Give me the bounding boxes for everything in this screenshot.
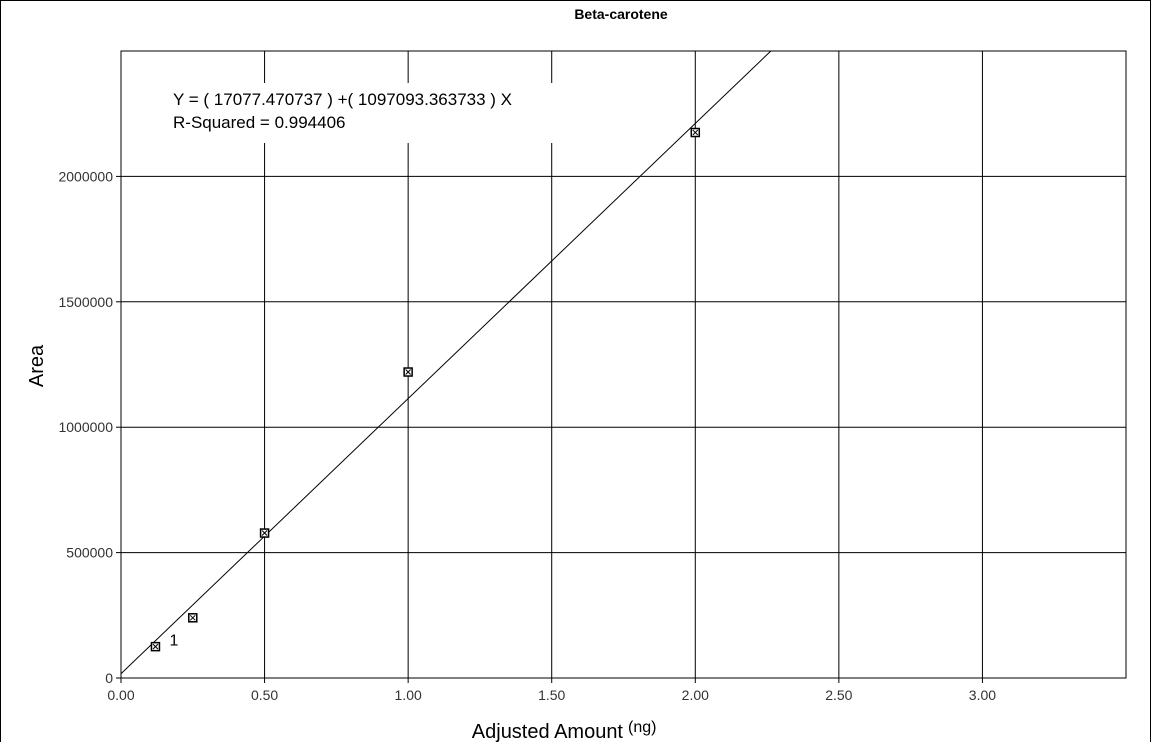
x-tick-label: 2.00 — [682, 687, 709, 703]
y-tick-label: 500000 — [66, 545, 113, 561]
data-point — [188, 613, 198, 623]
x-tick-label: 1.50 — [538, 687, 565, 703]
r-squared-text: R-Squared = 0.994406 — [173, 113, 346, 132]
chart-title: Beta-carotene — [574, 6, 668, 22]
x-axis-ticks: 0.00 0.50 1.00 1.50 2.00 2.50 3.00 — [107, 678, 996, 703]
y-tick-label: 1500000 — [58, 294, 113, 310]
equation-box — [163, 83, 583, 143]
regression-equation: Y = ( 17077.470737 ) +( 1097093.363733 )… — [173, 90, 512, 109]
y-axis-label: Area — [26, 344, 48, 387]
x-axis-unit: (ng) — [628, 719, 656, 736]
regression-line — [120, 50, 772, 675]
y-tick-label: 0 — [105, 670, 113, 686]
x-tick-label: 1.00 — [395, 687, 422, 703]
x-axis-title: Adjusted Amount (ng) — [472, 719, 657, 743]
data-point — [259, 528, 270, 538]
x-tick-label: 2.50 — [825, 687, 852, 703]
y-tick-label: 2000000 — [58, 168, 113, 184]
x-axis-label: Adjusted Amount — [472, 721, 624, 743]
x-tick-label: 3.00 — [969, 687, 996, 703]
data-point — [690, 127, 701, 138]
data-point — [150, 641, 161, 652]
plot-area-frame — [120, 50, 1127, 679]
y-axis-ticks: 0 500000 1000000 1500000 2000000 — [58, 168, 121, 686]
data-point — [403, 367, 413, 377]
y-tick-label: 1000000 — [58, 419, 113, 435]
data-points: 1 — [150, 127, 701, 652]
fit-line-group — [120, 50, 772, 675]
data-point-label: 1 — [169, 633, 178, 650]
x-tick-label: 0.00 — [107, 687, 134, 703]
grid-lines — [121, 51, 1126, 678]
x-tick-label: 0.50 — [251, 687, 278, 703]
